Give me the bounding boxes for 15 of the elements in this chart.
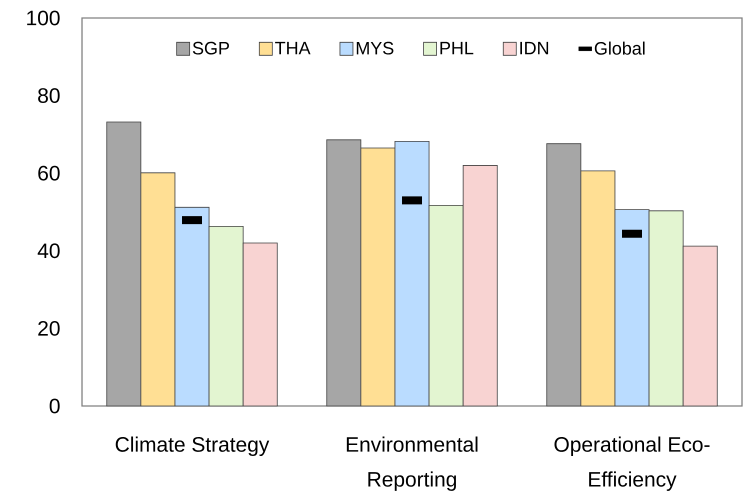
legend-label: IDN bbox=[520, 42, 548, 54]
y-tick-label: 80 bbox=[38, 88, 60, 103]
y-tick-label: 100 bbox=[27, 10, 60, 26]
legend-label: THA bbox=[275, 42, 311, 54]
y-tick-label: 60 bbox=[38, 166, 60, 181]
y-tick-label: 40 bbox=[38, 243, 60, 258]
x-tick-label: Operational Eco-Efficiency bbox=[554, 436, 710, 491]
y-tick-label: 0 bbox=[50, 398, 60, 414]
x-tick-label: Climate Strategy bbox=[116, 436, 270, 456]
legend-label: SGP bbox=[192, 42, 229, 54]
y-tick-label: 20 bbox=[38, 320, 60, 336]
legend-label: PHL bbox=[440, 42, 474, 54]
x-tick-label: Environmental Reporting bbox=[346, 436, 478, 491]
legend-label: MYS bbox=[356, 42, 394, 54]
legend-label: Global bbox=[594, 42, 645, 55]
